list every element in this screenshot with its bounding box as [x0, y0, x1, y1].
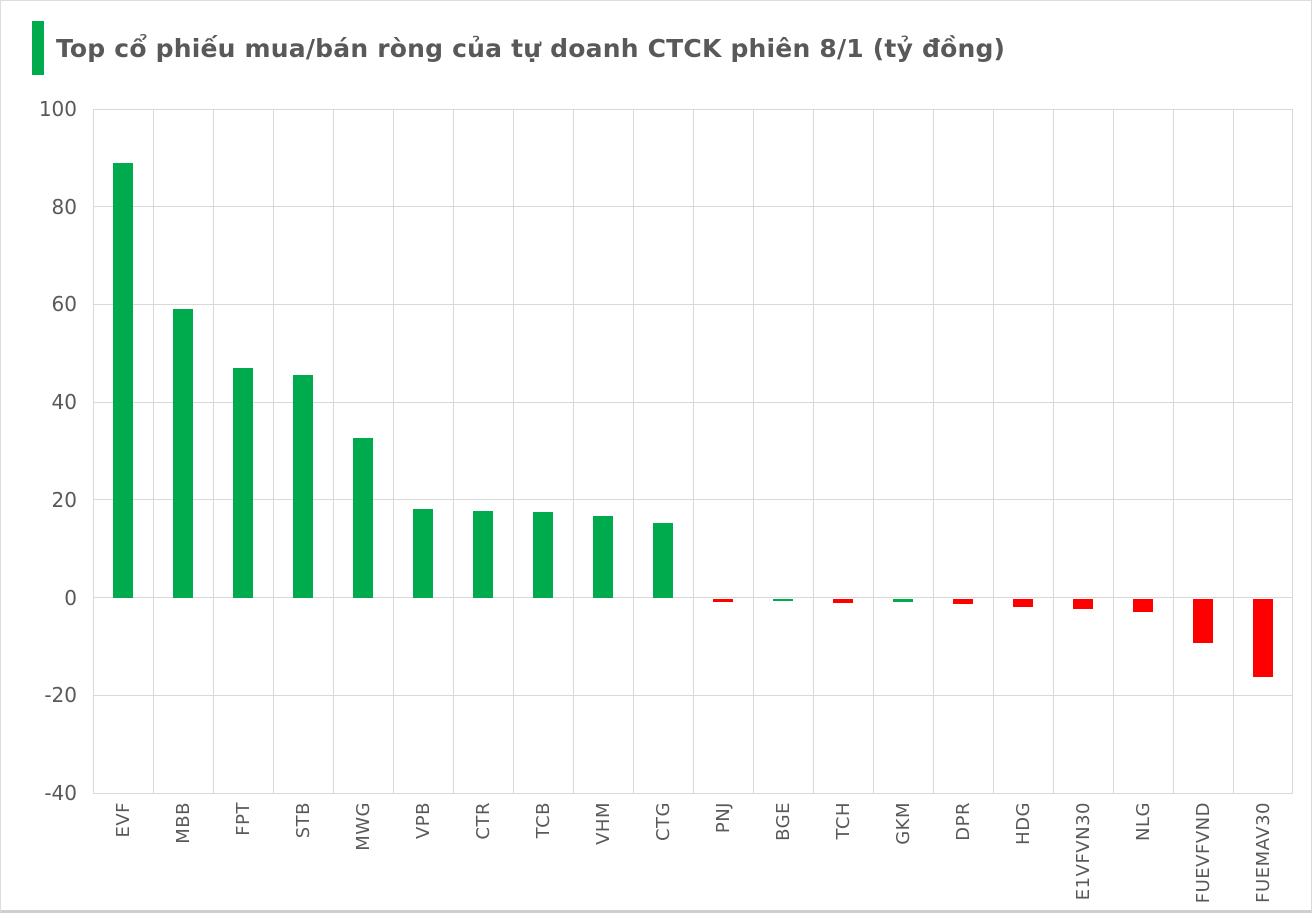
bar-VPB [413, 508, 433, 598]
x-label-cell: E1VFVN30 [1053, 802, 1113, 908]
v-gridline [513, 109, 514, 793]
x-tick-label-PNJ: PNJ [712, 802, 734, 834]
v-gridline [93, 109, 94, 793]
bar-E1VFVN30 [1073, 598, 1093, 609]
x-tick-label-MBB: MBB [172, 802, 194, 844]
y-tick-label: 100 [38, 97, 77, 121]
x-tick-label-FUEMAV30: FUEMAV30 [1252, 802, 1274, 903]
v-gridline [333, 109, 334, 793]
x-tick-label-TCH: TCH [832, 802, 854, 840]
v-gridline [993, 109, 994, 793]
v-gridline [1113, 109, 1114, 793]
bar-CTG [653, 523, 673, 598]
v-gridline [933, 109, 934, 793]
v-gridline [573, 109, 574, 793]
x-label-cell: VPB [393, 802, 453, 908]
x-label-cell: FUEVFVND [1173, 802, 1233, 908]
x-tick-label-VPB: VPB [412, 802, 434, 840]
x-label-cell: FPT [213, 802, 273, 908]
x-label-cell: CTG [633, 802, 693, 908]
bar-NLG [1133, 598, 1153, 613]
y-axis-tick-labels: 100 80 60 40 20 0 -20 -40 [1, 97, 77, 805]
x-tick-label-FPT: FPT [232, 802, 254, 836]
x-label-cell: PNJ [693, 802, 753, 908]
v-gridline [453, 109, 454, 793]
x-tick-label-VHM: VHM [592, 802, 614, 845]
x-label-cell: MWG [333, 802, 393, 908]
x-tick-label-EVF: EVF [112, 802, 134, 838]
x-tick-label-FUEVFVND: FUEVFVND [1192, 802, 1214, 904]
x-label-cell: CTR [453, 802, 513, 908]
x-tick-label-E1VFVN30: E1VFVN30 [1072, 802, 1094, 901]
v-gridline [393, 109, 394, 793]
x-label-cell: NLG [1113, 802, 1173, 908]
chart-title: Top cổ phiếu mua/bán ròng của tự doanh C… [56, 33, 1006, 63]
y-tick-label: 80 [51, 194, 77, 219]
bar-FUEVFVND [1193, 598, 1213, 643]
bar-HDG [1013, 598, 1033, 607]
x-label-cell: TCB [513, 802, 573, 908]
bar-MBB [173, 309, 193, 598]
x-label-cell: GKM [873, 802, 933, 908]
x-label-cell: TCH [813, 802, 873, 908]
bar-TCB [533, 512, 553, 598]
v-gridline [873, 109, 874, 793]
v-gridline [1233, 109, 1234, 793]
y-tick-label: 20 [51, 487, 77, 512]
x-tick-label-BGE: BGE [772, 802, 794, 841]
x-label-cell: STB [273, 802, 333, 908]
bar-VHM [593, 516, 613, 598]
v-gridline [153, 109, 154, 793]
bar-BGE [773, 598, 793, 601]
bar-FPT [233, 367, 253, 598]
v-gridline [813, 109, 814, 793]
v-gridline [1053, 109, 1054, 793]
x-label-cell: EVF [93, 802, 153, 908]
v-gridline [213, 109, 214, 793]
x-label-cell: MBB [153, 802, 213, 908]
bar-MWG [353, 438, 373, 598]
x-tick-label-TCB: TCB [532, 802, 554, 839]
x-tick-label-CTG: CTG [652, 802, 674, 842]
v-gridline [693, 109, 694, 793]
x-label-cell: HDG [993, 802, 1053, 908]
x-tick-label-NLG: NLG [1132, 802, 1154, 841]
x-label-cell: DPR [933, 802, 993, 908]
x-tick-label-STB: STB [292, 802, 314, 839]
bar-DPR [953, 598, 973, 604]
x-tick-label-HDG: HDG [1012, 802, 1034, 845]
v-gridline [273, 109, 274, 793]
plot-area [93, 108, 1293, 794]
bar-STB [293, 375, 313, 598]
x-tick-label-CTR: CTR [472, 802, 494, 840]
x-axis-category-labels: EVF MBB FPT STB MWG VPB CTR TCB VHM CTG PNJ BGE TCH G… [93, 802, 1293, 908]
x-label-cell: BGE [753, 802, 813, 908]
h-gridline [93, 792, 1293, 794]
v-gridline [753, 109, 754, 793]
title-accent-bar [32, 21, 44, 75]
y-tick-label: 40 [51, 390, 77, 415]
x-tick-label-GKM: GKM [892, 802, 914, 845]
bar-TCH [833, 598, 853, 603]
y-tick-label: 0 [64, 585, 77, 610]
chart-header: Top cổ phiếu mua/bán ròng của tự doanh C… [32, 21, 1005, 75]
x-label-cell: FUEMAV30 [1233, 802, 1293, 908]
v-gridline [1173, 109, 1174, 793]
bar-EVF [113, 162, 133, 598]
bar-GKM [893, 598, 913, 602]
x-tick-label-DPR: DPR [952, 802, 974, 841]
bar-FUEMAV30 [1253, 598, 1273, 677]
v-gridline [633, 109, 634, 793]
y-tick-label: -40 [44, 781, 77, 805]
x-tick-label-MWG: MWG [352, 802, 374, 851]
bar-PNJ [713, 598, 733, 603]
v-gridline [1292, 109, 1293, 793]
y-tick-label: -20 [44, 683, 77, 708]
x-label-cell: VHM [573, 802, 633, 908]
bar-CTR [473, 511, 493, 598]
y-tick-label: 60 [51, 292, 77, 317]
